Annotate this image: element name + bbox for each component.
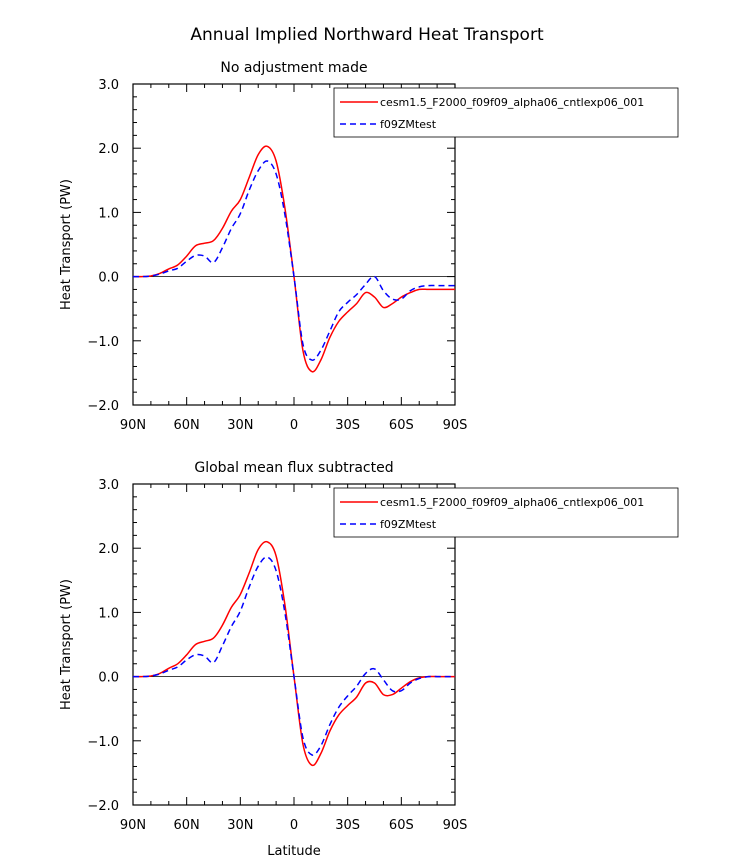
legend-label: f09ZMtest <box>380 118 437 131</box>
y-tick-label: 1.0 <box>98 206 119 221</box>
chart-subtitle: Global mean flux subtracted <box>194 460 393 476</box>
series-line-2 <box>132 160 455 361</box>
x-tick-label: 30N <box>227 418 253 433</box>
chart-panel-2: Global mean flux subtracted −2.0 −1.0 0.0 1.… <box>59 460 679 859</box>
chart-panels: No adjustment made −2.0 −1.0 0.0 1.0 2.0 3.0 90… <box>59 60 679 859</box>
legend-label: f09ZMtest <box>380 518 437 531</box>
x-tick-label: 0 <box>290 418 298 433</box>
legend: cesm1.5_F2000_f09f09_alpha06_cntlexp06_0… <box>333 87 679 138</box>
x-tick-label: 90N <box>120 418 146 433</box>
x-tick-label: 90S <box>443 418 468 433</box>
x-axis-label: Latitude <box>267 844 321 859</box>
chart-subtitle: No adjustment made <box>220 60 367 76</box>
y-tick-label: 3.0 <box>98 478 119 493</box>
series-line-2 <box>132 556 455 756</box>
series-line-1 <box>132 145 455 373</box>
y-tick-label: 1.0 <box>98 606 119 621</box>
legend-label: cesm1.5_F2000_f09f09_alpha06_cntlexp06_0… <box>380 96 644 109</box>
legend-box <box>333 87 679 138</box>
x-tick-label: 30S <box>335 818 360 833</box>
x-tick-label: 60N <box>174 418 200 433</box>
page-title: Annual Implied Northward Heat Transport <box>190 25 544 45</box>
legend-label: cesm1.5_F2000_f09f09_alpha06_cntlexp06_0… <box>380 496 644 509</box>
series-line-1 <box>132 540 455 767</box>
x-tick-label: 0 <box>290 818 298 833</box>
y-tick-label: 3.0 <box>98 78 119 93</box>
x-tick-label: 90S <box>443 818 468 833</box>
legend-box <box>333 487 679 538</box>
y-tick-label: 0.0 <box>98 271 119 286</box>
y-axis-label: Heat Transport (PW) <box>59 579 74 710</box>
x-tick-label: 60N <box>174 818 200 833</box>
y-tick-label: 0.0 <box>98 671 119 686</box>
x-tick-label: 90N <box>120 818 146 833</box>
y-tick-label: 2.0 <box>98 142 119 157</box>
x-tick-label: 30S <box>335 418 360 433</box>
y-tick-label: −2.0 <box>87 399 119 414</box>
x-tick-label: 30N <box>227 818 253 833</box>
y-tick-label: −1.0 <box>87 335 119 350</box>
x-tick-label: 60S <box>389 418 414 433</box>
y-tick-label: 2.0 <box>98 542 119 557</box>
y-axis-label: Heat Transport (PW) <box>59 179 74 310</box>
chart-panel-1: No adjustment made −2.0 −1.0 0.0 1.0 2.0 3.0 90… <box>59 60 679 433</box>
legend: cesm1.5_F2000_f09f09_alpha06_cntlexp06_0… <box>333 487 679 538</box>
x-tick-label: 60S <box>389 818 414 833</box>
y-tick-label: −2.0 <box>87 799 119 814</box>
y-tick-label: −1.0 <box>87 735 119 750</box>
